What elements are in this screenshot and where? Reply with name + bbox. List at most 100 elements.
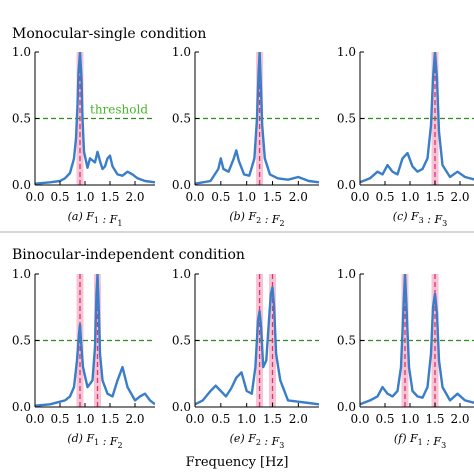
section-title-monocular: Monocular-single condition — [12, 26, 206, 42]
y-tick-label: 0.0 — [337, 178, 356, 192]
panel-a: 0.0 0.5 1.0 0.0 0.5 1.0 1.5 2.0 threshold (a) F1 … — [12, 45, 155, 228]
section-title-binocular: Binocular-independent condition — [12, 247, 245, 263]
y-tick-label: 1.0 — [172, 45, 191, 59]
x-tick-label: 2.0 — [450, 190, 469, 204]
caption-text: F — [85, 210, 94, 223]
panel-b: 0.00.51.00.0 0.5 1.0 1.5 2.0(b) F2 : F2 — [172, 45, 319, 228]
caption-text: F — [109, 213, 118, 226]
panel-f: 0.00.51.00.0 0.5 1.0 1.5 2.0(f) F1 : F3 — [337, 267, 474, 450]
x-tick-label: 1.0 — [400, 412, 419, 426]
x-tick-label: 1.5 — [263, 412, 282, 426]
y-tick-label: 0.0 — [172, 400, 191, 414]
series-line — [35, 274, 155, 407]
plot-area — [360, 52, 474, 185]
caption-text: F — [433, 213, 442, 226]
x-tick-label: 0.5 — [375, 412, 394, 426]
panel-e: 0.00.51.00.0 0.5 1.0 1.5 2.0(e) F2 : F3 — [172, 267, 319, 450]
x-tick-label: 1.0 — [75, 190, 94, 204]
caption-subscript: 3 — [279, 441, 284, 450]
series-line — [195, 52, 319, 185]
y-tick-label: 0.5 — [12, 334, 31, 348]
y-tick-label: 0.0 — [12, 400, 31, 414]
panel-caption: (f) F1 : F3 — [394, 432, 446, 450]
caption-text: : — [261, 435, 272, 448]
caption-subscript: 1 — [117, 219, 122, 228]
panel-caption: (a) F1 : F1 — [68, 210, 123, 228]
caption-text: (e) — [230, 432, 249, 445]
caption-text: F — [247, 210, 256, 223]
series-line — [195, 286, 319, 406]
x-tick-label: 1.5 — [100, 190, 119, 204]
caption-subscript: 1 — [94, 438, 99, 447]
panel-caption: (c) F3 : F3 — [393, 210, 447, 228]
y-tick-label: 1.0 — [337, 267, 356, 281]
series-line — [360, 274, 474, 406]
y-tick-label: 0.0 — [172, 178, 191, 192]
panel-caption: (e) F2 : F3 — [230, 432, 285, 450]
panel-d: 0.00.51.00.0 0.5 1.0 1.5 2.0(d) F1 : F2 — [12, 267, 155, 450]
caption-subscript: 1 — [94, 216, 99, 225]
panel-c: 0.00.51.00.0 0.5 1.0 1.5 2.0(c) F3 : F3 — [337, 45, 474, 228]
y-tick-label: 0.5 — [12, 112, 31, 126]
x-tick-label: 2.0 — [289, 412, 308, 426]
x-tick-label: 1.0 — [237, 190, 256, 204]
x-tick-label: 0.5 — [50, 190, 69, 204]
y-tick-label: 0.0 — [12, 178, 31, 192]
x-tick-label: 0.0 — [350, 190, 369, 204]
caption-text: : — [99, 435, 110, 448]
x-tick-label: 1.5 — [425, 412, 444, 426]
y-tick-label: 1.0 — [12, 45, 31, 59]
caption-text: F — [409, 432, 418, 445]
plot-area — [195, 274, 319, 407]
caption-subscript: 2 — [280, 219, 285, 228]
caption-text: : — [423, 435, 434, 448]
caption-subscript: 1 — [418, 438, 423, 447]
y-tick-label: 0.5 — [337, 112, 356, 126]
x-tick-label: 2.0 — [125, 190, 144, 204]
caption-text: (c) — [393, 210, 411, 223]
x-tick-label: 1.0 — [400, 190, 419, 204]
y-tick-label: 0.5 — [337, 334, 356, 348]
plot-area — [195, 52, 319, 185]
x-tick-label: 0.0 — [185, 190, 204, 204]
caption-subscript: 2 — [256, 216, 261, 225]
series-line — [35, 52, 155, 185]
x-tick-label: 0.0 — [25, 412, 44, 426]
caption-subscript: 2 — [256, 438, 261, 447]
x-tick-label: 0.5 — [50, 412, 69, 426]
x-tick-label: 0.5 — [211, 412, 230, 426]
x-tick-label: 0.5 — [375, 190, 394, 204]
x-tick-label: 1.5 — [100, 412, 119, 426]
caption-text: : — [261, 213, 272, 226]
caption-text: (d) — [67, 432, 86, 445]
x-tick-label: 2.0 — [289, 190, 308, 204]
y-tick-label: 0.5 — [172, 112, 191, 126]
caption-text: F — [109, 435, 118, 448]
plot-area — [35, 274, 155, 407]
caption-subscript: 3 — [441, 441, 446, 450]
caption-text: (f) — [394, 432, 410, 445]
caption-subscript: 3 — [419, 216, 424, 225]
x-axis-label: Frequency [Hz] — [186, 455, 289, 470]
caption-text: F — [410, 210, 419, 223]
x-tick-label: 2.0 — [450, 412, 469, 426]
caption-text: : — [424, 213, 435, 226]
y-tick-label: 1.0 — [172, 267, 191, 281]
series-line — [360, 52, 474, 184]
y-tick-label: 0.0 — [337, 400, 356, 414]
x-tick-label: 1.5 — [425, 190, 444, 204]
panel-caption: (d) F1 : F2 — [67, 432, 122, 450]
caption-text: (b) — [229, 210, 248, 223]
caption-text: F — [271, 435, 280, 448]
caption-text: F — [432, 435, 441, 448]
x-tick-label: 2.0 — [125, 412, 144, 426]
caption-subscript: 3 — [442, 219, 447, 228]
x-tick-label: 0.0 — [25, 190, 44, 204]
x-tick-label: 1.0 — [75, 412, 94, 426]
threshold-label: threshold — [90, 103, 148, 117]
caption-text: F — [271, 213, 280, 226]
x-tick-label: 0.0 — [350, 412, 369, 426]
x-tick-label: 0.0 — [185, 412, 204, 426]
plot-area — [360, 274, 474, 407]
